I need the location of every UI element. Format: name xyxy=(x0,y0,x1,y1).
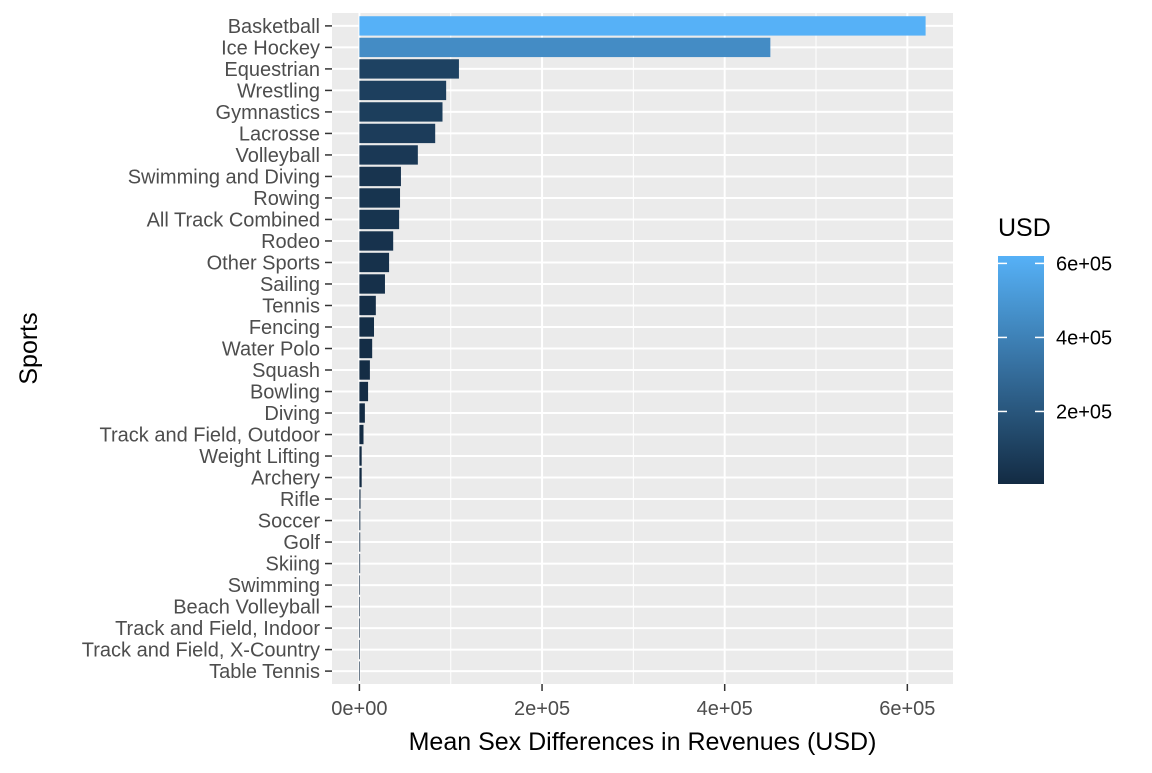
x-tick-label: 0e+00 xyxy=(331,698,387,720)
bar-skiing xyxy=(359,553,361,574)
y-tick-label: Skiing xyxy=(266,554,320,576)
y-tick-label: Track and Field, Outdoor xyxy=(100,425,321,447)
x-tick-label: 4e+05 xyxy=(697,698,753,720)
bar-soccer xyxy=(359,510,361,531)
bar-beach-volleyball xyxy=(359,596,360,617)
bar-diving xyxy=(359,403,365,423)
bar-table-tennis xyxy=(359,661,360,681)
bar-tennis xyxy=(359,295,376,316)
bar-sailing xyxy=(359,274,385,294)
bar-gymnastics xyxy=(359,102,443,122)
bar-basketball xyxy=(359,16,926,36)
y-tick-label: Sailing xyxy=(260,274,320,296)
y-tick-label: Track and Field, X-Country xyxy=(82,640,320,662)
legend: USD 2e+05 4e+05 6e+05 xyxy=(998,214,1112,484)
bar-volleyball xyxy=(359,145,418,165)
x-axis: 0e+00 2e+05 4e+05 6e+05 xyxy=(331,684,935,720)
y-tick-label: All Track Combined xyxy=(147,209,320,231)
y-tick-label: Other Sports xyxy=(207,252,320,274)
legend-ticks: 2e+05 4e+05 6e+05 xyxy=(998,253,1112,423)
bar-swimming xyxy=(359,575,361,595)
legend-tick-label: 4e+05 xyxy=(1056,327,1112,349)
y-tick-label: Swimming and Diving xyxy=(128,166,320,188)
y-tick-label: Ice Hockey xyxy=(221,37,320,59)
y-tick-label: Diving xyxy=(264,403,320,425)
bar-rodeo xyxy=(359,231,394,251)
x-tick-label: 6e+05 xyxy=(879,698,935,720)
y-tick-label: Swimming xyxy=(228,575,320,597)
bar-weight-lifting xyxy=(359,446,362,466)
bar-track-and-field-outdoor xyxy=(359,424,364,445)
legend-tick-label: 2e+05 xyxy=(1056,401,1112,423)
y-tick-label: Rowing xyxy=(253,188,320,210)
bar-water-polo xyxy=(359,338,373,359)
y-tick-label: Rifle xyxy=(280,489,320,511)
y-tick-label: Soccer xyxy=(258,511,321,533)
bar-bowling xyxy=(359,381,369,402)
bar-all-track-combined xyxy=(359,209,400,230)
y-tick-label: Beach Volleyball xyxy=(173,597,320,619)
y-tick-label: Gymnastics xyxy=(216,102,320,124)
bar-equestrian xyxy=(359,59,459,79)
bars xyxy=(359,16,926,681)
legend-tick-label: 6e+05 xyxy=(1056,253,1112,275)
y-tick-label: Rodeo xyxy=(261,231,320,253)
y-tick-label: Bowling xyxy=(250,382,320,404)
y-tick-label: Basketball xyxy=(228,16,320,38)
bar-squash xyxy=(359,360,370,380)
y-tick-label: Water Polo xyxy=(222,339,320,361)
bar-other-sports xyxy=(359,252,390,273)
y-tick-label: Fencing xyxy=(249,317,320,339)
bar-rifle xyxy=(359,489,361,509)
bar-lacrosse xyxy=(359,123,436,144)
bar-track-and-field-x-country xyxy=(359,639,360,660)
bar-archery xyxy=(359,467,362,488)
y-tick-label: Squash xyxy=(252,360,320,382)
y-axis-title: Sports xyxy=(15,312,43,384)
x-axis-title: Mean Sex Differences in Revenues (USD) xyxy=(409,728,877,756)
y-tick-label: Equestrian xyxy=(224,59,320,81)
y-tick-label: Weight Lifting xyxy=(199,446,320,468)
y-tick-label: Table Tennis xyxy=(209,661,320,683)
y-tick-label: Tennis xyxy=(262,295,320,317)
y-tick-label: Archery xyxy=(251,468,320,490)
y-tick-label: Lacrosse xyxy=(239,123,320,145)
y-tick-label: Golf xyxy=(283,532,320,554)
bar-wrestling xyxy=(359,80,447,101)
bar-fencing xyxy=(359,317,375,337)
x-tick-label: 2e+05 xyxy=(514,698,570,720)
y-tick-label: Track and Field, Indoor xyxy=(115,618,320,640)
legend-colorbar xyxy=(998,256,1044,484)
y-tick-label: Wrestling xyxy=(237,80,320,102)
bar-rowing xyxy=(359,188,401,208)
bar-golf xyxy=(359,532,361,552)
legend-title: USD xyxy=(998,214,1051,242)
bar-track-and-field-indoor xyxy=(359,618,360,638)
bar-swimming-and-diving xyxy=(359,166,401,187)
bar-ice-hockey xyxy=(359,37,771,58)
y-tick-label: Volleyball xyxy=(235,145,320,167)
